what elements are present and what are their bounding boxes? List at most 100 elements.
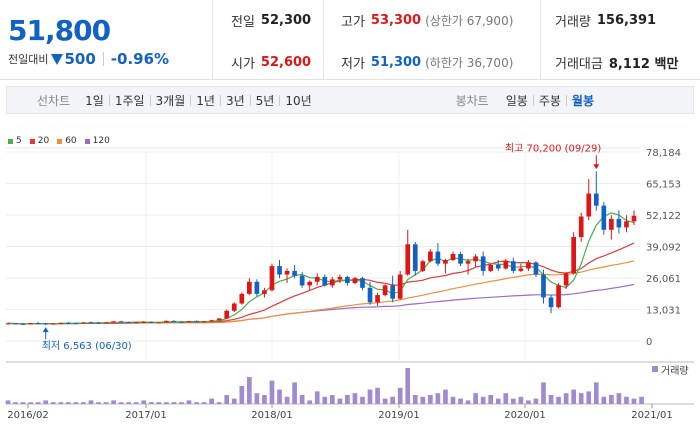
period-3year[interactable]: 3년 <box>225 93 245 108</box>
low-annotation: 최저 6,563 (06/30) <box>42 340 132 352</box>
volume-bar <box>284 396 290 404</box>
candle <box>526 262 531 269</box>
low-value: 51,300 <box>370 54 422 70</box>
divider <box>108 94 110 106</box>
y-tick-label: 52,122 <box>646 211 681 222</box>
volume-bar <box>616 393 622 404</box>
period-1year[interactable]: 1년 <box>196 93 215 108</box>
volume-bar <box>412 395 418 404</box>
ma5-line <box>7 212 635 325</box>
candle <box>397 274 403 299</box>
volume-bar <box>443 389 448 404</box>
candle <box>81 322 86 324</box>
volume-bar <box>382 398 388 404</box>
candle <box>412 244 418 271</box>
candle <box>375 295 380 303</box>
candle <box>609 218 614 230</box>
candle <box>563 273 569 286</box>
candle-daily[interactable]: 일봉 <box>505 93 528 108</box>
candle <box>420 261 426 271</box>
candle <box>382 285 388 296</box>
candle <box>209 320 214 322</box>
volume-bar <box>231 398 237 404</box>
volume-bar <box>216 402 222 404</box>
volume-bar <box>247 377 252 404</box>
candle <box>156 322 162 324</box>
chart-legend: 5 20 60 120 <box>8 136 110 146</box>
prev-close-label: 전일 <box>231 14 255 30</box>
volume-bar <box>254 393 260 404</box>
high-annotation: 최고 70,200 (09/29) <box>505 142 601 154</box>
period-3month[interactable]: 3개월 <box>155 93 186 108</box>
volume-bar <box>473 393 478 404</box>
lower-limit: (하한가 36,700) <box>425 55 514 70</box>
candle <box>269 266 275 291</box>
divider <box>190 94 192 106</box>
volume-bar <box>450 396 456 404</box>
candle <box>314 276 320 282</box>
candle-chart-title: 봉차트 <box>455 93 489 108</box>
candle <box>148 321 154 323</box>
candle <box>194 321 199 323</box>
candle <box>435 251 441 264</box>
volume-bar <box>322 396 328 404</box>
x-tick-label: 2016/02 <box>7 410 49 421</box>
price-change: 전일대비 500 -0.96% <box>8 50 169 68</box>
volume-bar <box>28 402 33 404</box>
candle <box>164 320 169 323</box>
low-arrow-icon <box>42 327 49 333</box>
candle <box>360 278 365 288</box>
open-price: 시가 52,600 <box>231 42 311 82</box>
candle <box>13 323 18 325</box>
volume-bar <box>503 393 509 404</box>
candle <box>103 322 109 324</box>
volume-bar <box>35 402 41 404</box>
candle <box>548 297 554 308</box>
candle <box>443 260 448 264</box>
volume-bar <box>548 395 554 404</box>
candle <box>5 323 11 325</box>
volume-bar <box>81 402 86 404</box>
candle <box>510 261 516 271</box>
volume-bar <box>601 396 607 404</box>
x-tick-label: 2020/01 <box>504 410 546 421</box>
prev-close-value: 52,300 <box>260 12 312 28</box>
volume-bar <box>518 396 524 404</box>
candle-monthly[interactable]: 월봉 <box>571 93 594 108</box>
divider <box>279 94 281 106</box>
volume-bar <box>563 393 569 404</box>
candle <box>458 253 463 264</box>
open-value: 52,600 <box>260 54 312 70</box>
candle <box>541 274 546 298</box>
period-5year[interactable]: 5년 <box>255 93 275 108</box>
turnover: 거래대금 8,112 백만 <box>555 42 678 82</box>
volume-bar <box>171 402 177 404</box>
candle <box>171 320 177 322</box>
candle <box>352 278 358 283</box>
divider <box>532 94 534 106</box>
volume-bar <box>186 400 192 404</box>
legend-swatch <box>57 138 63 144</box>
volume-bar <box>148 402 154 404</box>
candle <box>73 323 79 325</box>
volume-bar <box>118 402 124 404</box>
legend-ma120: 120 <box>84 136 110 146</box>
high-value: 53,300 <box>370 12 422 28</box>
period-1week[interactable]: 1주일 <box>114 93 145 108</box>
volume-bar <box>5 400 11 404</box>
period-10year[interactable]: 10년 <box>285 93 312 108</box>
prev-close: 전일 52,300 <box>231 0 311 40</box>
volume-bar <box>156 402 162 404</box>
candle <box>20 323 26 325</box>
candle-weekly[interactable]: 주봉 <box>538 93 561 108</box>
divider <box>565 94 567 106</box>
period-1day[interactable]: 1일 <box>85 93 104 108</box>
legend-swatch <box>8 138 13 144</box>
volume-bar <box>164 402 169 404</box>
candle-period-group: 봉차트 일봉 주봉 월봉 <box>456 87 693 113</box>
candle <box>224 310 230 319</box>
volume-bar <box>533 398 539 404</box>
candle <box>299 275 305 286</box>
volume-bar <box>352 393 358 404</box>
volume-bar <box>488 395 494 404</box>
